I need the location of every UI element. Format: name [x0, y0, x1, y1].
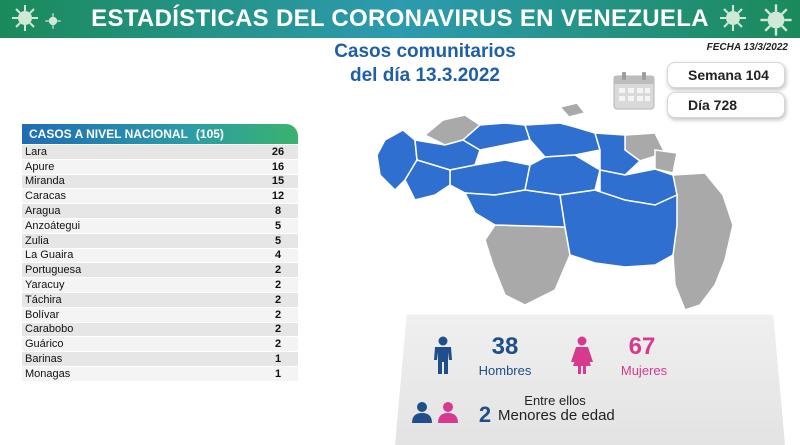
- header-banner: ESTADÍSTICAS DEL CORONAVIRUS EN VENEZUEL…: [0, 0, 800, 38]
- state-name: Monagas: [25, 367, 71, 380]
- table-row: Carabobo 2: [22, 322, 298, 338]
- state-name: La Guaira: [25, 249, 74, 262]
- case-count: 1: [274, 353, 282, 366]
- state-name: Portuguesa: [25, 264, 82, 277]
- minors-count: 2: [478, 402, 492, 427]
- table-row: Aragua 8: [22, 204, 298, 219]
- state-name: Carabobo: [25, 323, 74, 336]
- man-icon: [434, 336, 452, 374]
- table-row: Portuguesa 2: [22, 263, 298, 279]
- table-row: Bolívar 2: [22, 307, 298, 323]
- state-name: Yaracuy: [25, 279, 65, 292]
- table-row: Apure 16: [22, 159, 298, 175]
- report-date: FECHA 13/3/2022: [706, 42, 788, 53]
- table-title: CASOS A NIVEL NACIONAL: [29, 127, 188, 141]
- state-name: Barinas: [25, 353, 63, 366]
- stats-pedestal: [395, 314, 785, 445]
- men-count: 38: [491, 333, 519, 360]
- case-count: 2: [274, 323, 282, 336]
- minors-title: Entre ellos: [524, 393, 586, 408]
- virus-icon: [720, 5, 746, 31]
- state-name: Táchira: [25, 293, 62, 306]
- page-title: ESTADÍSTICAS DEL CORONAVIRUS EN VENEZUEL…: [91, 5, 709, 32]
- men-label: Hombres: [478, 363, 532, 378]
- case-count: 5: [274, 234, 282, 247]
- minors-label: Menores de edad: [498, 407, 615, 424]
- woman-icon: [571, 336, 593, 374]
- state-name: Zulia: [25, 234, 49, 247]
- cases-table: Lara 26 Apure 16 Miranda 15 Caracas 12 Aragua 8 An…: [22, 145, 298, 382]
- case-count: 1: [274, 367, 282, 380]
- subtitle-line-1: Casos comunitarios: [334, 41, 516, 62]
- table-row: Guárico 2: [22, 337, 298, 353]
- week-badge: Semana 104: [667, 62, 785, 88]
- case-count: 4: [274, 249, 282, 262]
- table-row: La Guaira 4: [22, 248, 298, 264]
- women-label: Mujeres: [620, 363, 668, 378]
- case-count: 2: [274, 308, 282, 321]
- case-count: 16: [271, 160, 285, 173]
- case-count: 2: [274, 264, 282, 277]
- venezuela-map: [376, 102, 734, 311]
- case-count: 12: [271, 190, 285, 203]
- table-row: Anzoátegui 5: [22, 218, 298, 234]
- report-subtitle: Casos comunitarios del día 13.3.2022: [290, 40, 560, 88]
- child-icon: [412, 402, 458, 423]
- case-count: 5: [274, 219, 282, 232]
- subtitle-line-2: del día 13.3.2022: [350, 65, 500, 86]
- case-count: 2: [274, 293, 282, 306]
- case-count: 2: [274, 338, 282, 351]
- table-row: Zulia 5: [22, 233, 298, 249]
- women-count: 67: [628, 333, 656, 360]
- table-header: CASOS A NIVEL NACIONAL (105): [22, 124, 298, 144]
- table-row: Yaracuy 2: [22, 278, 298, 293]
- case-count: 8: [274, 205, 282, 218]
- virus-icon: [45, 13, 61, 29]
- calendar-icon: [613, 72, 655, 110]
- state-name: Aragua: [25, 205, 61, 218]
- state-name: Miranda: [25, 175, 65, 188]
- virus-icon: [760, 4, 792, 36]
- table-row: Caracas 12: [22, 189, 298, 205]
- state-name: Anzoátegui: [25, 219, 81, 232]
- state-name: Apure: [25, 160, 55, 173]
- virus-icon: [12, 5, 38, 31]
- table-row: Monagas 1: [22, 366, 298, 382]
- state-name: Lara: [25, 145, 48, 158]
- table-total: (105): [195, 127, 224, 141]
- case-count: 15: [271, 175, 285, 188]
- table-row: Táchira 2: [22, 292, 298, 308]
- case-count: 26: [271, 145, 285, 158]
- table-row: Miranda 15: [22, 174, 298, 190]
- state-name: Bolívar: [25, 308, 60, 321]
- case-count: 2: [274, 279, 282, 292]
- state-name: Guárico: [25, 338, 64, 351]
- day-badge: Día 728: [667, 92, 785, 118]
- state-name: Caracas: [25, 190, 66, 203]
- table-row: Barinas 1: [22, 352, 298, 367]
- table-row: Lara 26: [22, 145, 298, 160]
